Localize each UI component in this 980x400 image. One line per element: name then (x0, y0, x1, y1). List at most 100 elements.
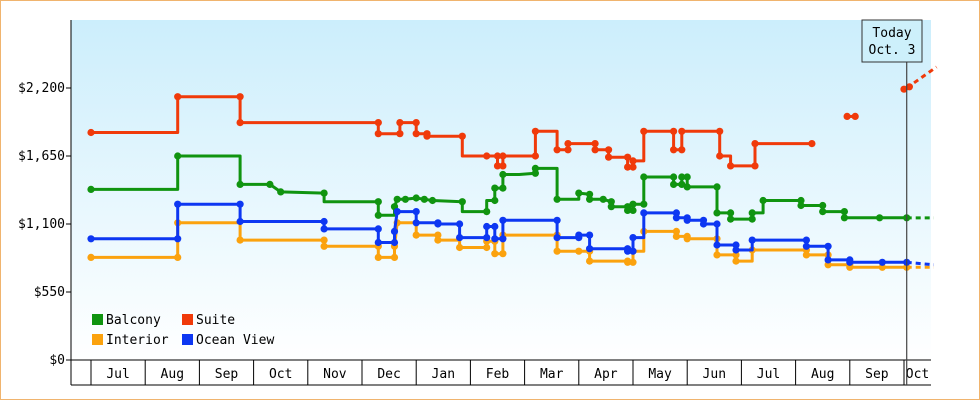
data-point (624, 163, 632, 171)
data-point (483, 152, 491, 160)
series-ocean-view (87, 200, 934, 267)
data-point (491, 184, 499, 192)
data-point (236, 119, 244, 127)
legend-label: Interior (106, 333, 169, 348)
data-point (393, 208, 401, 216)
data-point (851, 112, 859, 120)
data-point (751, 140, 759, 148)
data-point (878, 263, 886, 271)
data-point (434, 236, 442, 244)
data-point (575, 189, 583, 197)
data-point (491, 196, 499, 205)
x-tick-label: Jan (432, 367, 455, 382)
data-point (670, 173, 678, 181)
data-point (629, 163, 637, 171)
data-point (840, 214, 849, 222)
data-point (607, 198, 615, 206)
data-point (174, 235, 182, 243)
x-tick-label: May (648, 367, 672, 382)
y-tick-label: $1,650 (18, 149, 65, 164)
data-point (759, 196, 767, 205)
data-point (553, 146, 561, 154)
data-point (824, 256, 832, 264)
x-axis: Jul Aug Sep Oct Nov Dec Jan Feb Mar Apr May Jun Jul A… (71, 359, 931, 386)
y-axis: $0 $550 $1,100 $1,650 $2,200 (18, 20, 72, 385)
data-point (493, 162, 502, 170)
data-point (499, 170, 507, 179)
data-point (412, 231, 420, 239)
data-point (374, 198, 382, 206)
data-point (640, 127, 648, 135)
data-point (846, 263, 854, 271)
data-point (878, 258, 886, 266)
today-date-label: Oct. 3 (869, 43, 916, 58)
data-point (420, 195, 428, 203)
data-point (575, 231, 583, 239)
x-tick-label: Dec (377, 367, 400, 382)
data-point (412, 208, 420, 216)
data-point (87, 185, 95, 193)
data-point (713, 209, 721, 217)
y-tick-label: $2,200 (18, 81, 65, 96)
data-point (670, 180, 678, 188)
data-point (236, 200, 244, 208)
data-point (428, 196, 437, 205)
today-marker: Today Oct. 3 (861, 19, 923, 385)
series-suite (87, 65, 938, 171)
data-point (564, 146, 572, 154)
data-point (483, 222, 491, 231)
x-tick-label: Sep (215, 367, 239, 382)
data-point (374, 130, 382, 138)
x-tick-label: Aug (161, 367, 184, 382)
data-point (531, 152, 540, 160)
data-point (456, 243, 464, 252)
data-point (840, 208, 849, 216)
data-point (629, 247, 637, 255)
data-point (412, 194, 420, 202)
data-point (605, 153, 613, 161)
today-box (861, 19, 923, 63)
x-tick-label: Jul (106, 367, 129, 382)
data-point (458, 132, 466, 140)
series-balcony (87, 152, 934, 223)
data-point (824, 242, 832, 250)
data-point (553, 234, 561, 242)
data-point (716, 127, 724, 135)
data-point (683, 235, 691, 243)
data-point (483, 234, 491, 242)
data-point (531, 127, 540, 135)
data-point (683, 183, 691, 191)
data-point (732, 246, 740, 254)
data-point (624, 153, 632, 161)
data-point (491, 222, 499, 231)
data-point (591, 140, 599, 148)
data-point (748, 236, 756, 244)
data-point (727, 209, 735, 217)
data-point (412, 130, 420, 138)
data-point (640, 200, 648, 208)
data-point (434, 220, 442, 228)
data-point (876, 214, 884, 222)
data-point (396, 119, 404, 127)
data-point (808, 140, 816, 148)
series-forecast-line (905, 65, 938, 90)
y-tick-label: $550 (34, 285, 65, 300)
data-point (846, 258, 854, 266)
data-point (499, 250, 507, 258)
data-point (751, 162, 759, 170)
data-point (491, 235, 499, 243)
data-point (483, 208, 491, 216)
x-tick-label: Mar (540, 367, 564, 382)
y-tick-label: $0 (49, 353, 65, 368)
data-point (434, 231, 442, 239)
data-point (905, 83, 914, 91)
data-point (320, 225, 328, 233)
data-point (586, 231, 594, 239)
data-point (499, 162, 507, 170)
data-point (266, 180, 274, 188)
data-point (87, 128, 95, 137)
data-point (458, 198, 466, 206)
data-point (87, 253, 95, 261)
data-point (727, 162, 735, 170)
